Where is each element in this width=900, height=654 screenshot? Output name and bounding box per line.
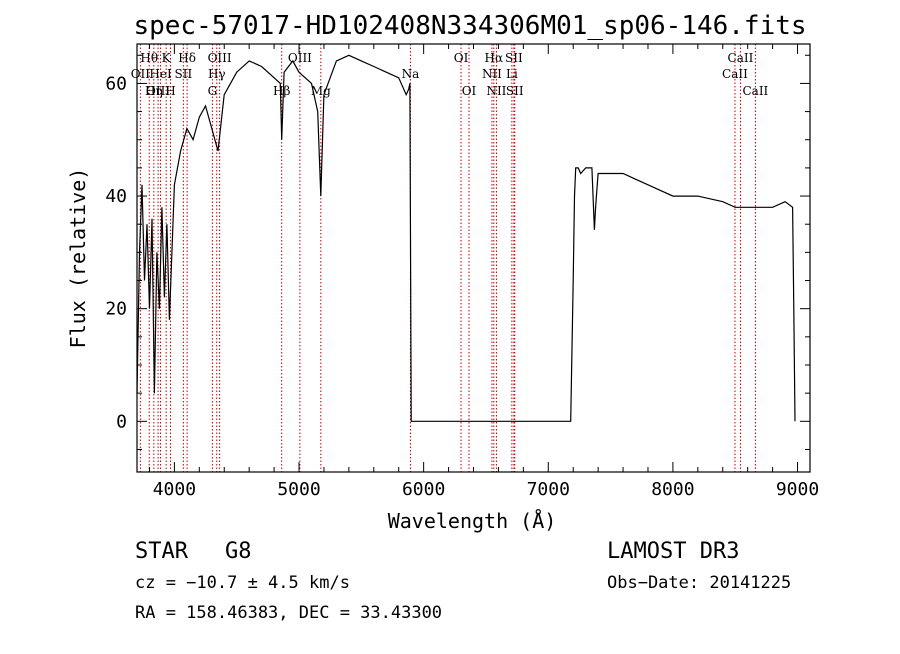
y-tick-label: 20 <box>105 299 127 320</box>
y-tick-label: 40 <box>105 186 127 207</box>
line-label: K <box>162 51 172 65</box>
line-label: SII <box>506 84 524 98</box>
y-tick-label: 60 <box>105 73 127 94</box>
line-label: Hα <box>485 51 504 65</box>
line-label: OIII <box>288 51 312 65</box>
x-tick-label: 4000 <box>153 479 196 500</box>
line-label: Hη <box>145 84 163 98</box>
redshift-cz: cz = −10.7 ± 4.5 km/s <box>135 573 350 593</box>
line-label: OII <box>131 67 151 81</box>
x-tick-label: 9000 <box>776 479 819 500</box>
y-axis-label: Flux (relative) <box>66 168 90 349</box>
observation-date: Obs−Date: 20141225 <box>607 573 791 593</box>
line-label: Li <box>506 67 518 81</box>
line-label: G <box>208 84 218 98</box>
x-tick-label: 6000 <box>402 479 445 500</box>
object-class: STAR <box>135 539 189 564</box>
line-label: CaII <box>722 67 748 81</box>
survey-name: LAMOST DR3 <box>607 539 739 564</box>
line-label: OI <box>454 51 469 65</box>
line-label: HeI <box>149 67 172 81</box>
y-axis: 0 20 40 60 <box>105 54 810 450</box>
x-tick-label: 5000 <box>277 479 320 500</box>
chart-title: spec-57017-HD102408N334306M01_sp06-146.f… <box>133 11 806 41</box>
line-label: CaII <box>728 51 754 65</box>
line-label: OI <box>462 84 477 98</box>
x-tick-label: 7000 <box>527 479 570 500</box>
line-label: OIII <box>208 51 232 65</box>
line-label: Hθ <box>140 51 158 65</box>
line-label: NII <box>482 67 502 81</box>
line-label: OIII <box>146 84 170 98</box>
ra-dec: RA = 158.46383, DEC = 33.43300 <box>135 603 442 623</box>
line-label: NII <box>486 84 506 98</box>
line-label: Hγ <box>208 67 226 81</box>
line-label: Hβ <box>273 84 290 98</box>
spectrum-line <box>136 54 796 422</box>
x-tick-label: 8000 <box>651 479 694 500</box>
y-tick-label: 0 <box>116 411 127 432</box>
x-axis-label: Wavelength (Å) <box>388 509 557 533</box>
line-label: SII <box>175 67 193 81</box>
x-axis: 4000 5000 6000 7000 8000 9000 <box>148 44 819 500</box>
line-label: CaII <box>742 84 768 98</box>
object-subclass: G8 <box>225 539 252 564</box>
line-label: Hδ <box>178 51 196 65</box>
line-label: H <box>165 84 175 98</box>
line-label: Na <box>402 67 420 81</box>
line-label: SII <box>505 51 523 65</box>
